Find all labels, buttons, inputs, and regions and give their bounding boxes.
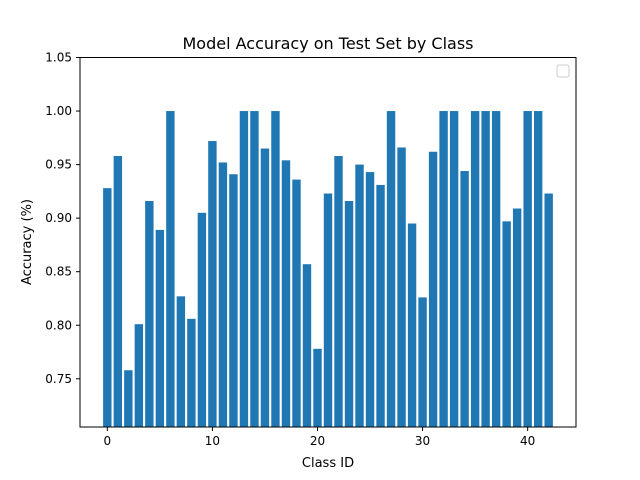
bar-class-40 (523, 111, 532, 428)
bar-class-24 (355, 164, 364, 428)
x-tick-label: 10 (205, 434, 220, 448)
bar-class-39 (512, 208, 522, 427)
bars-group (103, 111, 553, 428)
chart-title: Model Accuracy on Test Set by Class (182, 34, 473, 53)
bar-class-38 (502, 221, 511, 427)
legend-box (556, 64, 570, 78)
bar-class-2 (124, 370, 133, 427)
x-tick-label: 0 (104, 434, 112, 448)
bar-class-35 (470, 111, 480, 428)
y-tick-label: 0.85 (45, 265, 72, 279)
bar-class-34 (460, 171, 469, 427)
bar-class-4 (145, 201, 154, 427)
y-tick-label: 1.05 (45, 51, 72, 65)
bar-class-11 (218, 162, 228, 428)
plot-frame (79, 57, 577, 428)
bar-class-13 (239, 111, 249, 428)
x-ticks: 0 10 20 30 40 (104, 427, 535, 448)
bar-class-36 (481, 111, 490, 428)
bar-class-7 (176, 296, 186, 427)
bar-class-29 (407, 223, 417, 427)
bar-class-19 (302, 264, 312, 427)
bar-class-21 (323, 193, 333, 427)
bar-class-15 (260, 148, 270, 427)
bar-class-37 (491, 111, 501, 428)
bar-class-3 (134, 324, 144, 427)
bar-class-14 (250, 111, 259, 428)
bar-class-26 (376, 184, 385, 427)
bar-class-16 (271, 111, 280, 428)
bar-class-33 (449, 111, 459, 428)
y-tick-label: 1.00 (45, 104, 72, 118)
bar-class-12 (229, 174, 238, 427)
bar-class-25 (365, 172, 375, 427)
y-tick-label: 0.90 (45, 211, 72, 225)
bar-class-27 (386, 111, 396, 428)
bar-class-31 (428, 151, 438, 428)
bar-class-23 (344, 201, 354, 427)
bar-class-9 (197, 212, 207, 427)
bar-class-0 (103, 188, 112, 427)
bar-class-30 (418, 297, 427, 427)
x-axis-label: Class ID (302, 456, 354, 471)
bar-class-20 (313, 348, 322, 427)
y-tick-label: 0.75 (45, 372, 72, 386)
y-tick-label: 0.80 (45, 318, 72, 332)
bar-class-42 (544, 193, 553, 427)
x-tick-label: 30 (415, 434, 430, 448)
bar-class-18 (292, 179, 301, 427)
bar-class-32 (439, 111, 448, 428)
bar-class-17 (281, 160, 291, 428)
bar-class-28 (397, 147, 406, 427)
x-tick-label: 40 (520, 434, 535, 448)
bar-class-6 (166, 111, 175, 428)
bar-class-10 (208, 141, 217, 427)
bar-class-22 (334, 156, 343, 428)
y-ticks: 0.75 0.80 0.85 0.90 0.95 1.00 1.05 (45, 51, 80, 386)
x-tick-label: 20 (310, 434, 325, 448)
bar-class-5 (155, 229, 165, 427)
y-tick-label: 0.95 (45, 158, 72, 172)
bar-class-41 (533, 111, 543, 428)
bar-class-1 (113, 156, 123, 428)
bar-class-8 (187, 318, 196, 427)
y-axis-label: Accuracy (%) (20, 199, 35, 285)
